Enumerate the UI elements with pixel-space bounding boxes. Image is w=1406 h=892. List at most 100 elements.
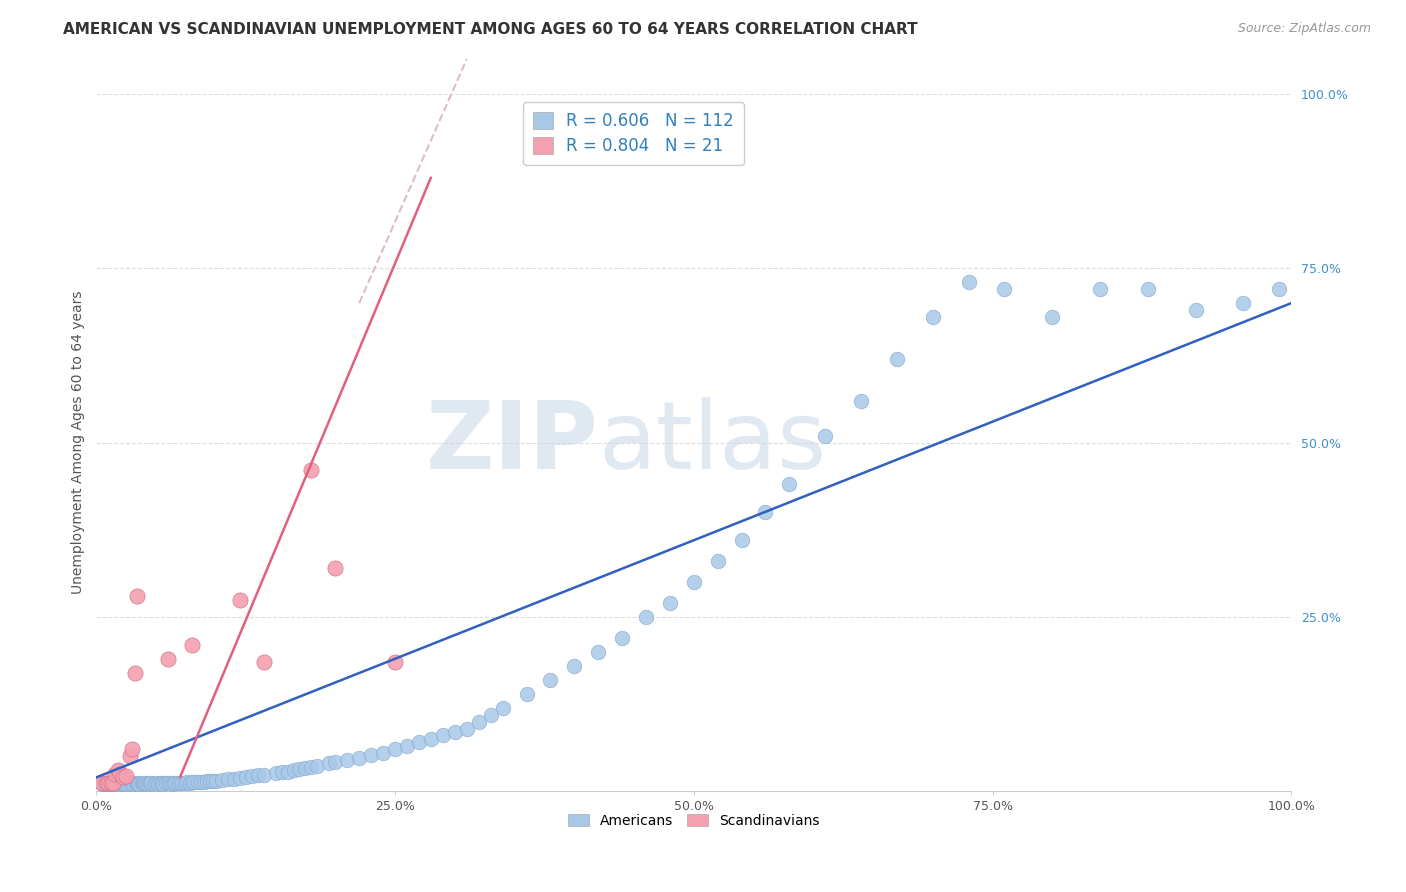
Point (125, 776, 148, 790)
Point (111, 777, 134, 791)
Point (110, 776, 132, 790)
Point (408, 735, 430, 749)
Point (222, 772, 245, 786)
Point (115, 769, 138, 783)
Point (205, 773, 228, 788)
Point (682, 575, 704, 590)
Point (157, 776, 180, 790)
Point (107, 764, 129, 778)
Point (181, 774, 204, 789)
Point (491, 700, 513, 714)
Point (160, 777, 183, 791)
Point (132, 777, 155, 791)
Point (253, 767, 276, 781)
Point (150, 776, 173, 790)
Point (229, 592, 252, 607)
Point (515, 687, 537, 701)
Point (101, 776, 124, 790)
Point (1088, 282, 1111, 296)
Point (117, 777, 139, 791)
Point (634, 610, 657, 624)
Point (886, 351, 908, 366)
Point (193, 774, 215, 789)
Point (299, 760, 322, 774)
Point (217, 772, 239, 787)
Point (173, 776, 195, 790)
Point (921, 310, 943, 324)
Point (253, 655, 276, 669)
Point (135, 777, 157, 791)
Point (165, 776, 187, 790)
Point (121, 776, 143, 790)
Point (235, 770, 257, 784)
Point (125, 589, 148, 603)
Point (131, 776, 153, 790)
Point (384, 655, 406, 669)
Point (172, 776, 194, 790)
Point (371, 746, 394, 760)
Point (706, 554, 728, 568)
Text: Source: ZipAtlas.com: Source: ZipAtlas.com (1237, 22, 1371, 36)
Point (202, 773, 225, 788)
Point (198, 773, 221, 788)
Point (183, 774, 205, 789)
Point (538, 673, 561, 687)
Point (283, 764, 305, 778)
Point (104, 777, 127, 791)
Point (152, 777, 174, 791)
Point (118, 777, 141, 791)
Point (730, 533, 752, 548)
Point (91, 776, 114, 790)
Point (323, 755, 346, 769)
Point (246, 768, 269, 782)
Point (111, 770, 134, 784)
Point (103, 777, 125, 791)
Point (187, 774, 209, 789)
Y-axis label: Unemployment Among Ages 60 to 64 years: Unemployment Among Ages 60 to 64 years (72, 291, 86, 594)
Point (277, 764, 299, 779)
Point (240, 769, 263, 783)
Point (384, 742, 406, 756)
Point (288, 762, 311, 776)
Point (229, 771, 252, 785)
Point (97, 776, 120, 790)
Point (360, 747, 382, 762)
Point (294, 761, 316, 775)
Point (125, 777, 148, 791)
Text: ZIP: ZIP (426, 397, 598, 489)
Point (108, 777, 131, 791)
Point (264, 766, 287, 780)
Point (1268, 282, 1291, 296)
Point (993, 282, 1015, 296)
Point (336, 753, 359, 767)
Point (163, 776, 186, 790)
Point (124, 665, 146, 680)
Point (91, 777, 114, 791)
Point (190, 774, 212, 789)
Point (467, 714, 489, 729)
Point (181, 638, 204, 652)
Point (145, 776, 167, 790)
Point (299, 463, 322, 477)
Point (179, 776, 201, 790)
Point (1136, 282, 1159, 296)
Point (849, 393, 872, 408)
Point (149, 776, 172, 790)
Point (115, 776, 138, 790)
Point (166, 776, 188, 790)
Point (118, 749, 141, 764)
Point (121, 742, 143, 756)
Point (134, 777, 156, 791)
Text: atlas: atlas (598, 397, 827, 489)
Point (270, 765, 292, 780)
Point (155, 776, 177, 790)
Point (1184, 303, 1206, 318)
Point (148, 777, 170, 791)
Point (957, 275, 980, 289)
Point (169, 776, 191, 790)
Point (1232, 296, 1254, 310)
Point (97, 777, 120, 791)
Point (136, 777, 159, 791)
Point (107, 777, 129, 791)
Point (610, 631, 633, 645)
